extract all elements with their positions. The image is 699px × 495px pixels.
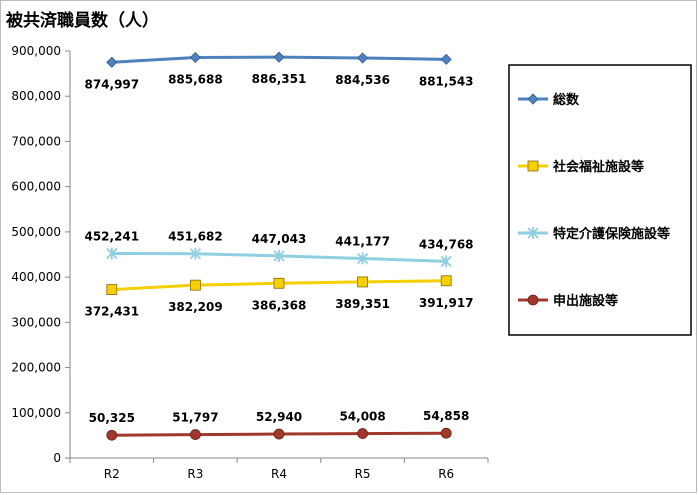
series-1-data-label: 382,209 (168, 300, 223, 314)
series-2-point (440, 255, 452, 268)
series-2-point (189, 247, 202, 260)
series-1-point (273, 277, 285, 289)
y-tick-label: 700,000 (11, 134, 61, 148)
y-tick-label: 500,000 (11, 225, 61, 239)
legend-marker-1 (527, 160, 539, 172)
legend-label-1: 社会福祉施設等 (552, 159, 644, 175)
x-tick-label: R6 (438, 467, 454, 481)
legend-label-3: 申出施設等 (553, 293, 618, 309)
series-2-data-label: 434,768 (419, 237, 474, 251)
series-0-point (273, 51, 285, 63)
series-3-point (273, 428, 285, 440)
series-3-point (106, 429, 118, 441)
series-3-data-label: 54,008 (339, 410, 385, 424)
series-3-data-label: 54,858 (423, 409, 469, 423)
series-1-data-label: 372,431 (84, 305, 139, 319)
series-2-point (356, 252, 369, 265)
series-3-data-label: 50,325 (89, 411, 135, 425)
series-0-data-label: 874,997 (84, 77, 139, 91)
legend-label-2: 特定介護保険施設等 (553, 226, 670, 242)
series-1-point (440, 275, 452, 287)
y-tick-label: 100,000 (11, 406, 61, 420)
series-0-point (106, 56, 118, 68)
y-tick-label: 800,000 (11, 89, 61, 103)
x-tick-label: R4 (271, 467, 287, 481)
series-3-point (440, 427, 452, 439)
y-tick-label: 400,000 (11, 270, 61, 284)
series-2-data-label: 451,682 (168, 230, 223, 244)
x-tick-label: R3 (187, 467, 203, 481)
legend-marker-0 (527, 93, 539, 105)
x-tick-label: R5 (355, 467, 371, 481)
legend-marker-3 (527, 294, 539, 306)
series-2-data-label: 441,177 (335, 234, 390, 248)
y-tick-label: 200,000 (11, 361, 61, 375)
series-0-point (440, 53, 452, 65)
series-2-point (106, 247, 118, 260)
series-1-point (106, 284, 118, 295)
series-1-data-label: 389,351 (335, 297, 390, 311)
series-0-data-label: 884,536 (335, 73, 390, 87)
series-1-data-label: 391,917 (419, 296, 474, 310)
y-tick-label: 600,000 (11, 180, 61, 194)
legend-marker-2 (527, 227, 539, 239)
series-0-data-label: 886,351 (252, 72, 307, 86)
series-1-point (189, 279, 201, 291)
series-2-data-label: 447,043 (252, 232, 307, 246)
series-3-point (357, 428, 369, 439)
legend-label-0: 総数 (553, 92, 580, 108)
series-0-point (189, 51, 201, 64)
series-3-point (189, 429, 201, 440)
chart-title: 被共済職員数（人） (6, 11, 159, 31)
series-0-data-label: 881,543 (419, 74, 474, 88)
y-tick-label: 0 (53, 451, 61, 465)
series-1-point (357, 276, 369, 288)
series-2-data-label: 452,241 (84, 229, 139, 243)
series-0-data-label: 885,688 (168, 72, 223, 86)
series-2-point (273, 249, 285, 262)
series-0-point (357, 52, 369, 64)
series-1-data-label: 386,368 (252, 298, 307, 312)
x-tick-label: R2 (104, 467, 120, 481)
series-3-data-label: 52,940 (256, 410, 302, 424)
y-tick-label: 900,000 (11, 44, 61, 58)
y-tick-label: 300,000 (11, 315, 61, 329)
series-3-data-label: 51,797 (172, 411, 218, 425)
legend-box (508, 64, 692, 336)
